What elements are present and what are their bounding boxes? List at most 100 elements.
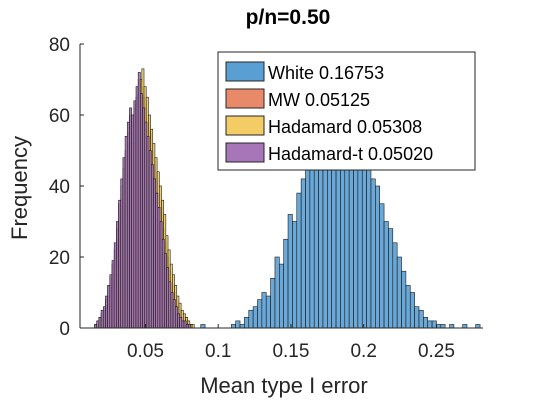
histogram-bar — [120, 178, 124, 329]
x-tick-label: 0.2 — [350, 341, 376, 362]
histogram-bar — [124, 136, 128, 329]
x-tick-label: 0.05 — [127, 341, 164, 362]
histogram-bar — [159, 221, 163, 329]
histogram-bar — [107, 285, 111, 329]
histogram-bar — [427, 320, 433, 329]
legend-label: White 0.16753 — [268, 63, 384, 83]
histogram-bar — [287, 214, 293, 329]
histogram-bar — [137, 72, 141, 329]
legend-swatch — [225, 61, 265, 82]
histogram-bar — [122, 157, 126, 329]
histogram-bar — [257, 299, 263, 329]
histogram-bar — [98, 317, 102, 329]
histogram-bar — [392, 242, 398, 329]
histogram-bar — [100, 309, 104, 329]
histogram-bar — [300, 178, 306, 329]
legend: White 0.16753 MW 0.05125 Hadamard 0.05308 H… — [217, 51, 476, 171]
histogram-bar — [133, 100, 137, 329]
x-axis-label: Mean type I error — [200, 373, 368, 398]
legend-label: Hadamard-t 0.05020 — [268, 144, 433, 164]
histogram-bar — [379, 203, 385, 329]
histogram-bar — [248, 309, 254, 329]
legend-swatch — [225, 88, 265, 109]
histogram-bar — [370, 178, 376, 329]
histogram-bar — [261, 292, 267, 329]
histogram-bar — [174, 306, 178, 329]
histogram-bar — [313, 157, 319, 329]
histogram-bar — [401, 270, 407, 329]
histogram-bar — [366, 167, 372, 329]
histogram-bar — [431, 320, 437, 329]
histogram-bar — [146, 136, 150, 329]
histogram-bar — [172, 299, 176, 329]
histogram-bar — [109, 274, 113, 329]
histogram-bar — [274, 256, 280, 329]
chart-title: p/n=0.50 — [246, 6, 331, 29]
histogram-bar — [353, 143, 359, 329]
histogram-bar — [157, 207, 161, 329]
histogram-bar — [181, 320, 185, 329]
histogram-bar — [129, 107, 132, 329]
histogram-bar — [200, 324, 206, 329]
histogram-bar — [148, 150, 152, 329]
histogram-bar — [252, 306, 258, 329]
histogram-bar — [105, 295, 108, 329]
histogram-bar — [118, 199, 122, 329]
histogram-bar — [155, 192, 159, 329]
histogram-bar — [177, 313, 180, 329]
histogram-bar — [168, 281, 172, 329]
histogram-bar — [423, 317, 429, 329]
histogram-bar — [235, 320, 241, 329]
histogram-bar — [292, 221, 298, 329]
x-tick-label: 0.1 — [205, 341, 231, 362]
y-tick-label: 0 — [59, 319, 70, 340]
histogram-bar — [383, 221, 389, 329]
histogram-bar — [166, 267, 170, 329]
histogram-bar — [185, 324, 189, 329]
histogram-bar — [414, 306, 420, 329]
histogram-bar — [357, 150, 363, 329]
histogram-bar — [475, 324, 481, 329]
y-tick-label: 40 — [49, 177, 70, 198]
ticks: 0.05 0.1 0.15 0.2 0.25 0 20 40 60 80 — [49, 35, 455, 362]
y-tick-label: 20 — [49, 248, 70, 269]
histogram-bar — [283, 238, 289, 329]
histogram-bar — [396, 256, 402, 329]
histogram-bar — [231, 324, 236, 329]
x-tick-label: 0.25 — [418, 341, 455, 362]
histogram-bar — [113, 242, 117, 329]
histogram-bar — [126, 121, 130, 329]
legend-swatch — [225, 115, 265, 136]
histogram-bar — [244, 317, 250, 329]
histogram-bar — [361, 157, 367, 329]
histogram-bar — [183, 320, 187, 329]
histogram-bar — [279, 263, 284, 329]
y-tick-label: 80 — [49, 35, 70, 56]
histogram-bar — [440, 324, 446, 329]
histogram-bar — [135, 86, 139, 329]
histogram-bar — [102, 306, 106, 329]
histogram-bar — [405, 285, 411, 329]
histogram-bar — [418, 309, 424, 329]
histogram-bar — [94, 324, 98, 329]
histogram-bar — [142, 107, 146, 329]
histogram-bar — [111, 260, 115, 329]
histogram-bar — [188, 324, 191, 329]
histogram-bar — [239, 324, 245, 329]
histogram-bar — [116, 221, 119, 329]
histogram-bar — [449, 324, 455, 329]
histogram-bar — [375, 185, 380, 329]
histogram-bar — [265, 295, 271, 329]
histogram-bar — [462, 324, 468, 329]
histogram-bar — [270, 277, 276, 329]
legend-swatch — [225, 142, 265, 163]
histogram-bar — [170, 292, 174, 329]
histogram-bar — [144, 121, 148, 329]
histogram-bar — [179, 317, 183, 329]
histogram-bar — [296, 192, 302, 329]
histogram-bar — [164, 253, 167, 329]
histogram-bar — [309, 150, 315, 329]
histogram-bar — [131, 114, 135, 329]
legend-label: Hadamard 0.05308 — [268, 117, 422, 137]
